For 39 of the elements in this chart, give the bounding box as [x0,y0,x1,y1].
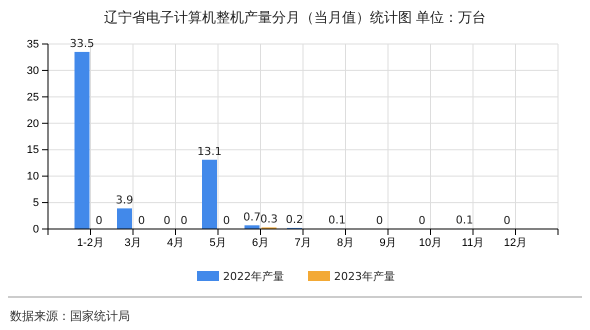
x-tick-label: 1-2月 [77,236,104,249]
data-label: 0 [376,214,383,227]
y-tick-label: 15 [26,144,39,156]
data-label: 0.7 [243,210,261,224]
source-note: 数据来源：国家统计局 [10,309,130,323]
y-tick-label: 10 [26,170,39,183]
chart-title: 辽宁省电子计算机整机产量分月（当月值）统计图 单位：万台 [104,10,486,26]
data-label: 0.1 [328,213,346,226]
data-label: 0 [223,214,230,227]
legend-label: 2023年产量 [334,270,395,283]
y-tick-label: 20 [26,118,39,130]
y-tick-label: 35 [26,38,39,51]
data-label: 3.9 [116,193,134,206]
y-tick-label: 25 [26,91,39,104]
x-tick-label: 12月 [504,236,528,249]
y-tick-label: 30 [26,64,39,77]
data-label: 0.1 [456,213,474,226]
y-tick-label: 5 [32,197,39,210]
x-tick-label: 11月 [462,236,484,249]
data-label: 0 [504,214,510,227]
x-tick-label: 10月 [418,236,442,249]
x-tick-label: 9月 [379,236,397,249]
x-tick-label: 8月 [336,236,354,249]
x-tick-label: 6月 [252,236,270,249]
data-label: 0.3 [260,212,278,226]
x-tick-label: 3月 [124,236,142,249]
legend-label: 2022年产量 [223,270,284,283]
data-label: 0 [96,214,102,227]
x-tick-label: 4月 [166,236,184,249]
data-label: 13.1 [197,144,222,158]
data-label: 0 [164,214,170,227]
data-label: 0 [418,214,426,227]
data-label: 0 [138,214,145,227]
data-label: 0.2 [286,212,304,226]
y-tick-label: 0 [32,224,39,236]
data-label: 33.5 [70,36,94,50]
x-tick-label: 7月 [294,236,312,249]
data-label: 0 [180,214,188,227]
x-tick-label: 5月 [209,236,227,249]
